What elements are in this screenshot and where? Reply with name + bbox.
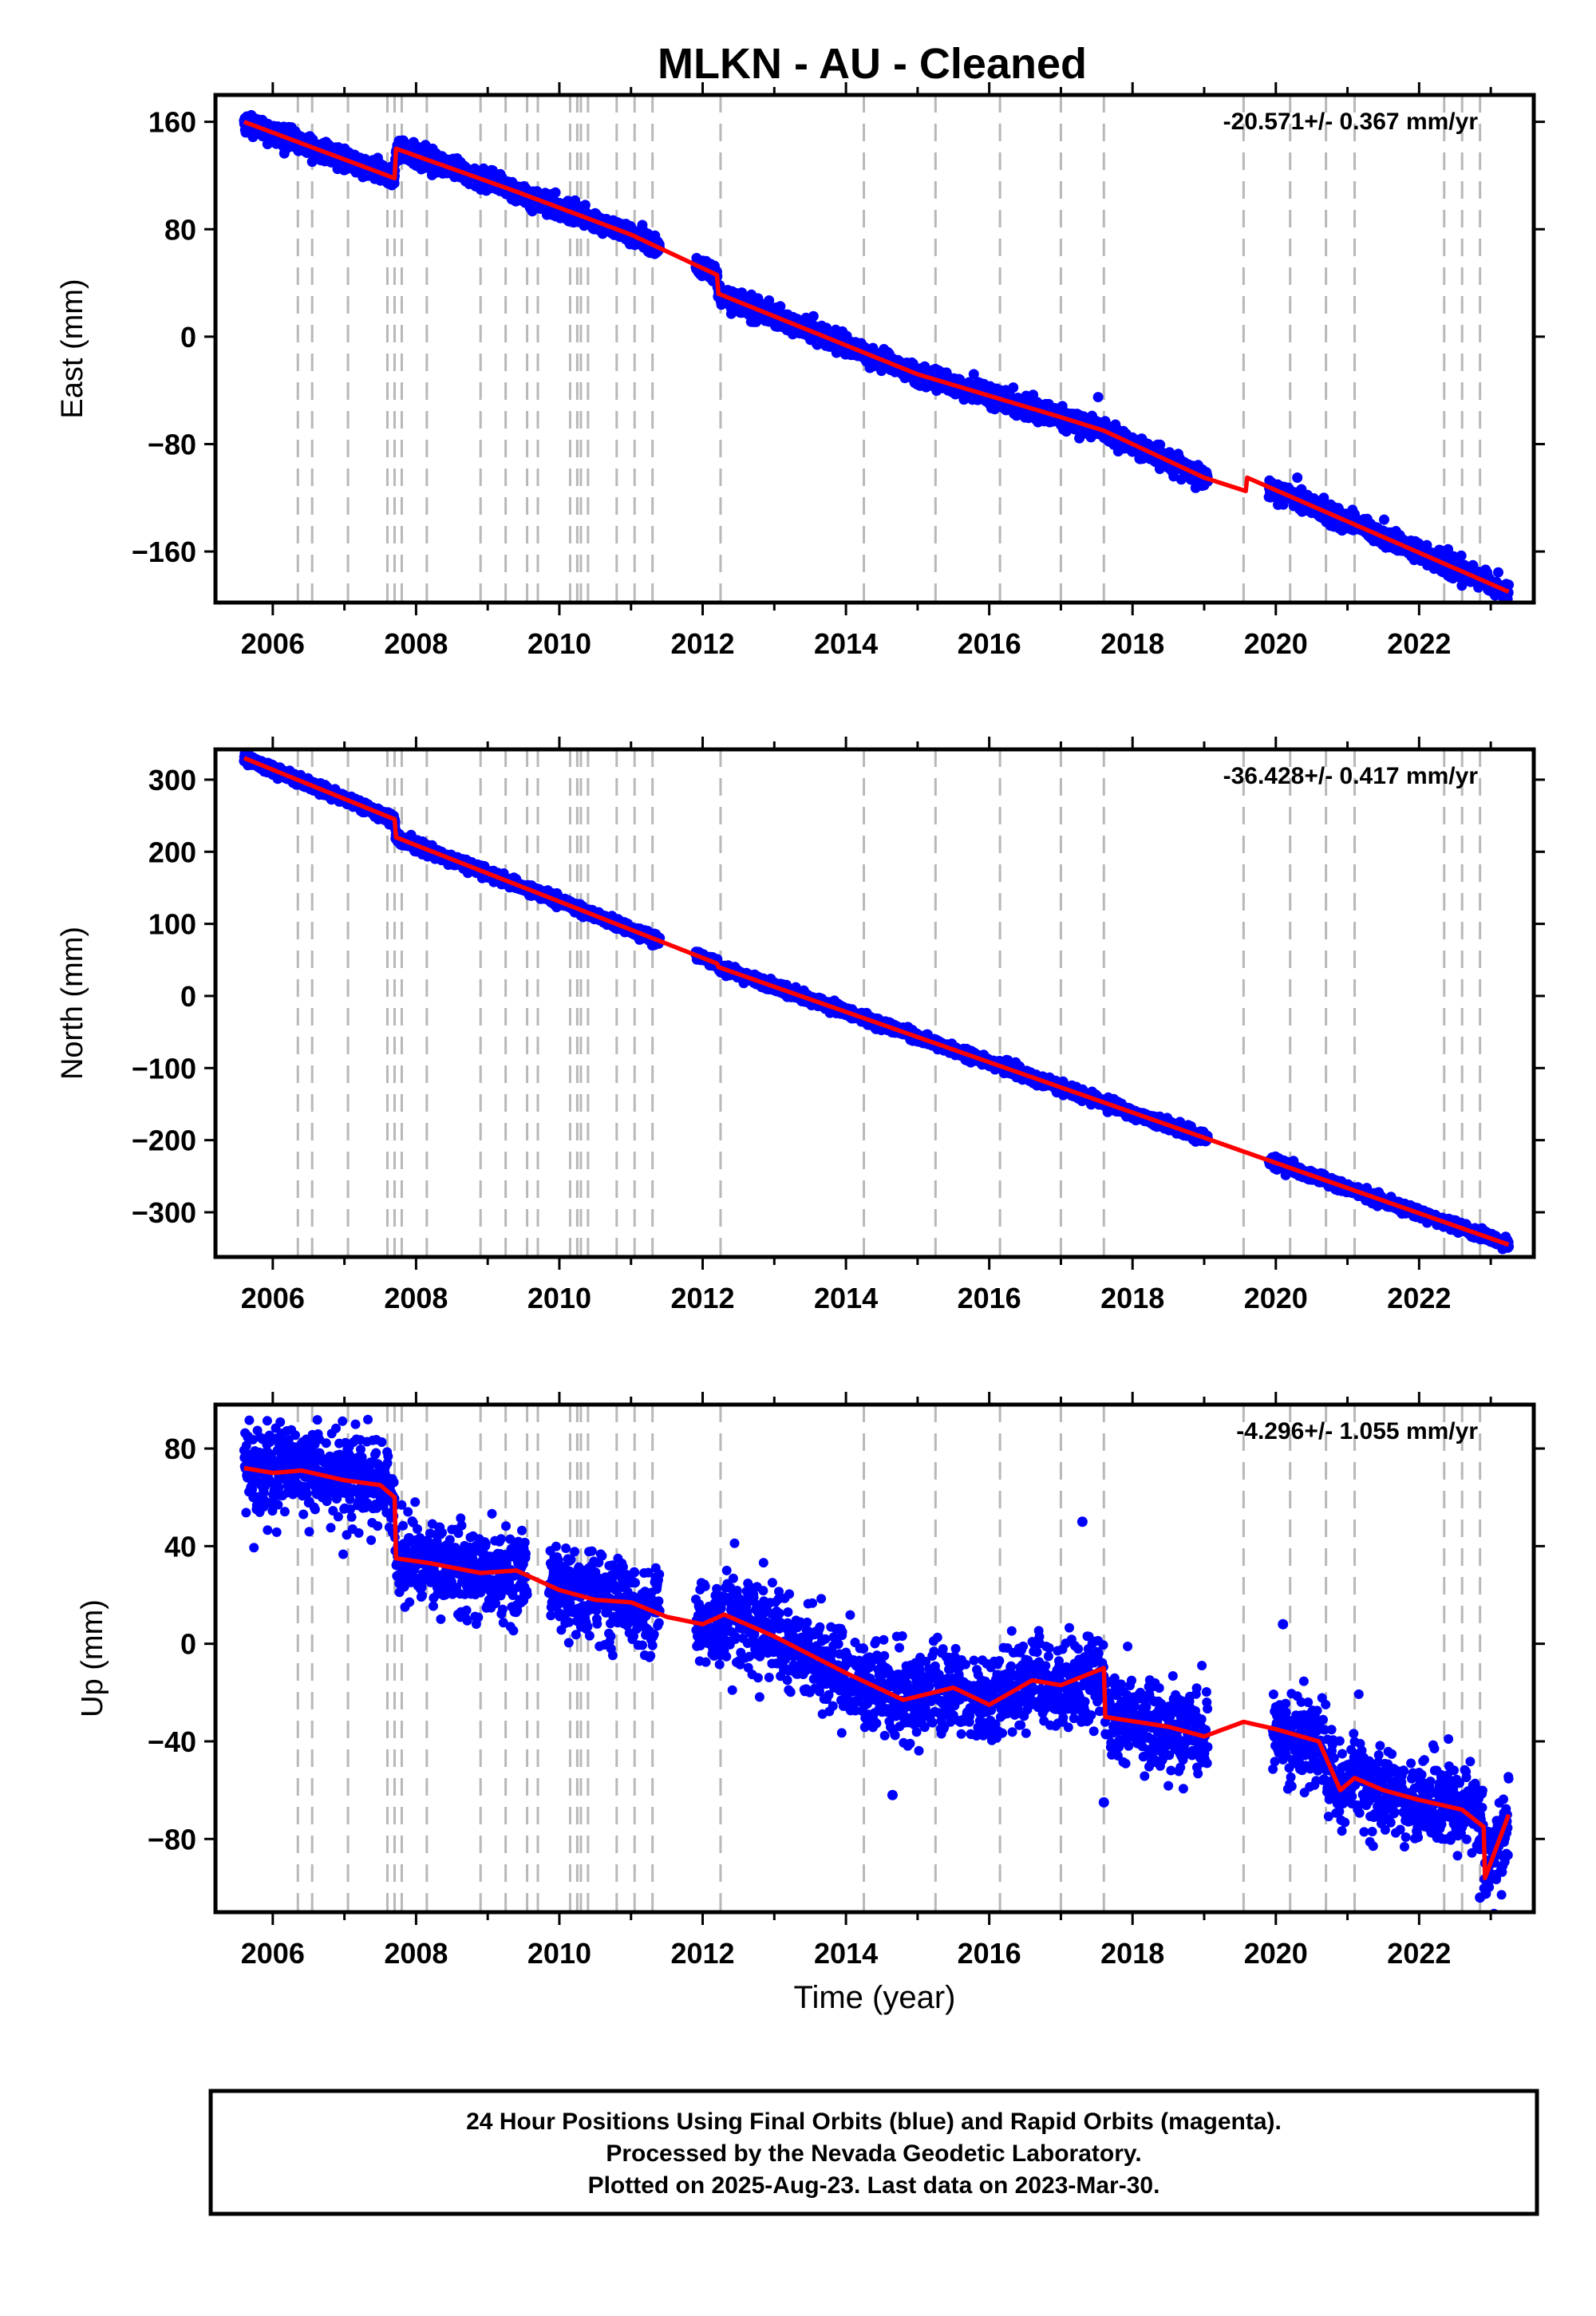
x-tick-label: 2020	[1244, 627, 1308, 660]
plot-area	[239, 95, 1515, 603]
y-tick-label: −160	[132, 536, 196, 568]
y-tick-label: 160	[148, 106, 196, 139]
data-point	[1493, 567, 1503, 578]
x-tick-label: 2006	[241, 627, 305, 660]
plot-frame	[213, 93, 1536, 605]
y-tick-label: −80	[148, 428, 196, 460]
data-point	[968, 369, 979, 380]
data-point	[808, 310, 819, 322]
panel-east: 160 80 0 −80 −160 2006 2008 2010 2012 2014 2016 201…	[56, 82, 1545, 660]
data-point	[775, 301, 786, 312]
y-tick-label: 80	[164, 213, 196, 246]
data-point	[1292, 472, 1303, 484]
data-point	[570, 195, 581, 206]
data-point	[1155, 439, 1166, 450]
data-point	[579, 200, 591, 211]
x-tick-label: 2010	[527, 627, 591, 660]
x-tick-label: 2018	[1100, 627, 1164, 660]
data-point	[1443, 543, 1454, 555]
y-tick-label: 0	[180, 321, 196, 354]
x-tick-label: 2008	[384, 627, 448, 660]
data-point	[725, 308, 737, 319]
chart-title: MLKN - AU - Cleaned	[658, 40, 1087, 88]
data-point	[550, 187, 561, 198]
data-point	[1456, 550, 1467, 561]
x-tick-label: 2014	[814, 627, 878, 660]
x-tick-label: 2016	[958, 627, 1021, 660]
velocity-label: -20.571+/- 0.367 mm/yr	[1223, 109, 1479, 135]
data-point	[1379, 514, 1389, 525]
x-tick-label: 2022	[1387, 627, 1451, 660]
y-axis-label: East (mm)	[56, 279, 89, 418]
data-point	[1092, 392, 1104, 403]
data-point	[1503, 579, 1515, 591]
data-point	[389, 178, 400, 189]
x-tick-label: 2012	[670, 627, 734, 660]
data-point	[1008, 382, 1019, 393]
model-line	[243, 120, 1510, 595]
plot-area	[239, 749, 1515, 1257]
